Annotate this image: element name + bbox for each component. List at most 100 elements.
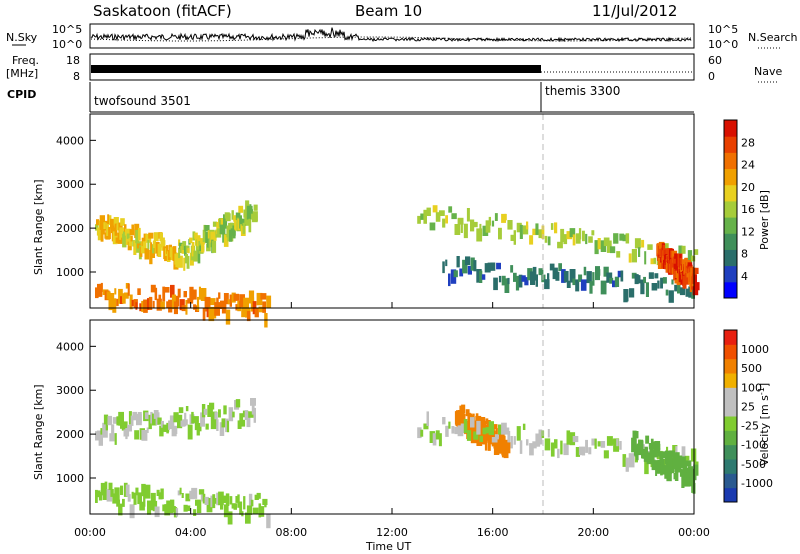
velocity-echo-cell bbox=[106, 489, 113, 502]
power-echo-cell bbox=[518, 274, 523, 288]
power-echo-cell bbox=[112, 298, 117, 313]
velocity-echo-cell bbox=[645, 435, 650, 444]
power-echo-cell bbox=[125, 283, 130, 289]
power-yaxis-label: Slant Range [km] bbox=[32, 179, 45, 275]
velocity-echo-cell bbox=[668, 466, 672, 478]
velocity-echo-cell bbox=[538, 429, 543, 445]
velocity-colorbar-swatch bbox=[724, 330, 737, 345]
power-echo-cell bbox=[487, 262, 493, 271]
velocity-echo-cell bbox=[454, 426, 459, 435]
velocity-echo-cell bbox=[522, 423, 526, 430]
power-echo-cell bbox=[170, 284, 175, 298]
power-echo-cell bbox=[456, 256, 460, 268]
velocity-echo-cell bbox=[628, 453, 635, 468]
velocity-echo-cell bbox=[178, 407, 184, 414]
power-echo-cell bbox=[135, 229, 140, 244]
velocity-echo-cell bbox=[529, 443, 534, 456]
power-echo-cell bbox=[547, 273, 550, 287]
power-echo-cell bbox=[677, 284, 681, 294]
power-echo-cell bbox=[529, 235, 534, 245]
velocity-echo-cell bbox=[582, 446, 586, 456]
power-echo-cell bbox=[231, 210, 234, 220]
power-heatmap-panel: 4000 3000 2000 1000 bbox=[56, 114, 700, 328]
power-echo-cell bbox=[628, 253, 632, 263]
velocity-echo-cell bbox=[479, 435, 483, 442]
velocity-echo-cell bbox=[200, 494, 205, 502]
power-echo-cell bbox=[225, 309, 231, 325]
velocity-echo-cell bbox=[133, 492, 137, 505]
velocity-echo-cell bbox=[235, 496, 238, 503]
radar-title: Saskatoon (fitACF) bbox=[93, 2, 232, 20]
power-echo-cell bbox=[148, 296, 153, 310]
velocity-echo-cell bbox=[134, 430, 139, 440]
velocity-echo-cell bbox=[216, 419, 219, 431]
velocity-echo-cell bbox=[166, 422, 169, 434]
xtick-label: 16:00 bbox=[477, 526, 509, 539]
power-echo-cell bbox=[106, 223, 109, 236]
velocity-echo-cell bbox=[473, 431, 479, 440]
power-echo-cell bbox=[482, 225, 489, 236]
power-colorbar-tick: 12 bbox=[741, 225, 755, 238]
power-echo-cell bbox=[247, 208, 251, 215]
velocity-echo-cell bbox=[633, 438, 637, 450]
power-colorbar-tick: 24 bbox=[741, 159, 755, 172]
velocity-echo-cell bbox=[688, 467, 692, 476]
power-echo-cell bbox=[634, 238, 641, 249]
power-echo-cell bbox=[138, 227, 141, 241]
power-echo-cell bbox=[186, 255, 190, 269]
velocity-echo-cell bbox=[600, 441, 606, 448]
velocity-echo-cell bbox=[659, 451, 664, 465]
velocity-echo-cell bbox=[462, 414, 466, 420]
velocity-echo-cell bbox=[171, 425, 177, 437]
velocity-echo-cell bbox=[208, 497, 212, 507]
power-echo-cell bbox=[232, 225, 236, 239]
power-echo-cell bbox=[216, 297, 219, 305]
velocity-echo-cell bbox=[644, 460, 649, 475]
power-echo-cell bbox=[662, 277, 667, 284]
power-echo-cell bbox=[108, 295, 114, 311]
power-echo-cell bbox=[535, 223, 539, 235]
power-echo-cell bbox=[476, 269, 482, 283]
power-echo-cell bbox=[678, 245, 683, 258]
nsearch-label: N.Search bbox=[748, 31, 798, 44]
power-echo-cell bbox=[470, 257, 475, 271]
power-echo-cell bbox=[219, 219, 226, 235]
velocity-echo-cell bbox=[516, 426, 521, 441]
power-echo-cell bbox=[262, 301, 266, 313]
velocity-echo-cell bbox=[463, 419, 468, 433]
nsky-label: N.Sky bbox=[6, 31, 38, 44]
power-echo-cell bbox=[638, 247, 641, 257]
power-echo-cell bbox=[473, 260, 477, 272]
power-echo-cell bbox=[663, 259, 666, 269]
power-echo-cell bbox=[248, 218, 252, 233]
power-echo-cell bbox=[683, 260, 687, 275]
velocity-echo-cell bbox=[173, 507, 178, 518]
power-colorbar: 28 24 20 16 12 8 4 bbox=[723, 119, 755, 299]
velocity-echo-cell bbox=[476, 420, 481, 435]
velocity-echo-cell bbox=[122, 498, 125, 507]
velocity-echo-cell bbox=[672, 457, 676, 469]
velocity-echo-cell bbox=[682, 464, 687, 472]
velocity-echo-cell bbox=[563, 443, 569, 456]
velocity-echo-cell bbox=[241, 419, 246, 427]
velocity-echo-cell bbox=[417, 427, 422, 439]
velocity-yaxis-label: Slant Range [km] bbox=[32, 384, 45, 480]
cpid-segment-twofsound: twofsound 3501 bbox=[94, 94, 191, 108]
velocity-echo-cell bbox=[107, 415, 112, 426]
power-echo-cell bbox=[95, 287, 99, 299]
velocity-echo-cell bbox=[460, 423, 466, 434]
velocity-echo-cell bbox=[169, 415, 175, 430]
power-echo-cell bbox=[258, 306, 263, 313]
freq-trace-band bbox=[91, 65, 541, 73]
power-echo-cell bbox=[554, 222, 558, 234]
power-echo-cell bbox=[110, 220, 113, 234]
power-echo-cell bbox=[154, 287, 158, 301]
power-ytick-label: 2000 bbox=[56, 222, 84, 235]
velocity-echo-cell bbox=[130, 415, 134, 426]
power-echo-cell bbox=[420, 213, 425, 220]
velocity-echo-cell bbox=[102, 422, 108, 438]
velocity-echo-cell bbox=[220, 501, 224, 510]
power-echo-cell bbox=[685, 277, 689, 285]
velocity-echo-cell bbox=[484, 438, 488, 451]
velocity-echo-cell bbox=[184, 412, 187, 427]
